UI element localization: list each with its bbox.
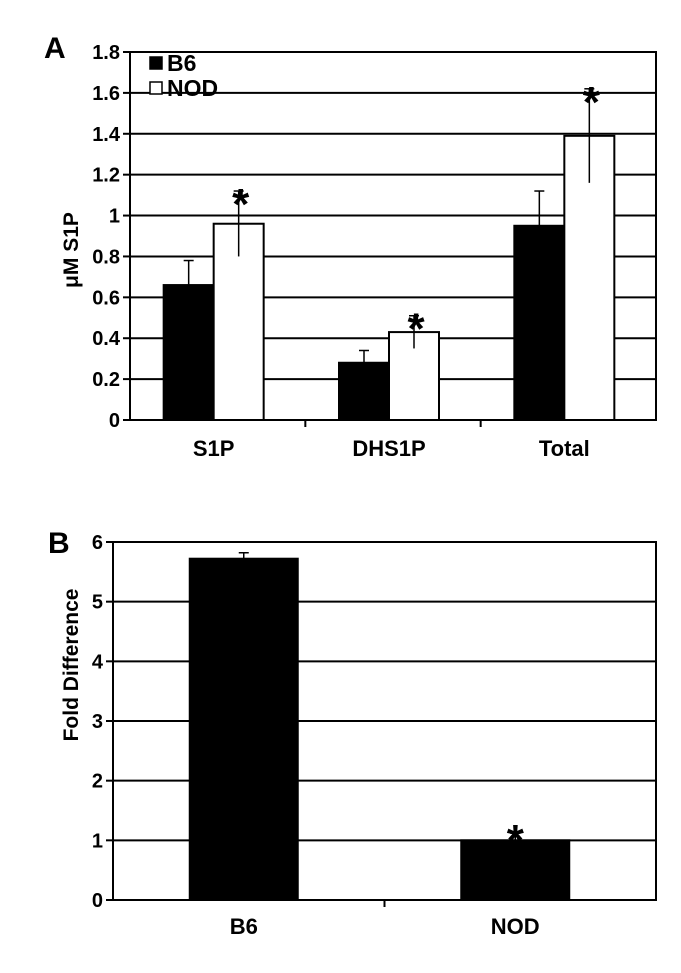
panel-b-y-tick-label: 1 xyxy=(92,830,103,852)
panel-b-significance-star: * xyxy=(507,816,525,865)
panel-b-y-tick-label: 3 xyxy=(92,711,103,733)
panel-a-y-tick-label: 1.6 xyxy=(92,83,120,105)
panel-a-y-tick-label: 0.2 xyxy=(92,369,120,391)
panel-a-y-tick-label: 1.8 xyxy=(92,42,120,64)
panel-a-y-tick-label: 1 xyxy=(109,206,120,228)
legend-swatch-b6 xyxy=(149,56,163,70)
panel-b-letter: B xyxy=(48,527,70,560)
panel-a-letter: A xyxy=(44,32,66,65)
legend-label-nod: NOD xyxy=(167,75,218,101)
panel-a-significance-star: * xyxy=(407,305,425,354)
panel-a-category-label: S1P xyxy=(193,436,235,461)
panel-b-chart: B * 0 1 2 3 4 5 6 B6 NOD Fold Difference xyxy=(48,527,657,939)
panel-a-bar-nod-total xyxy=(563,134,616,421)
panel-a-significance-star: * xyxy=(232,180,250,229)
panel-a-y-tick-label: 0.4 xyxy=(92,328,121,350)
panel-b-y-tick-label: 6 xyxy=(92,532,103,554)
legend-swatch-nod xyxy=(149,81,163,95)
panel-b-bar-b6 xyxy=(188,557,299,901)
panel-b-category-label: B6 xyxy=(230,914,258,939)
panel-a-y-tick-label: 1.4 xyxy=(92,124,121,146)
panel-a-y-tick-label: 1.2 xyxy=(92,165,120,187)
panel-b-y-tick-label: 5 xyxy=(92,592,103,614)
panel-a-y-tick-label: 0 xyxy=(109,410,120,432)
panel-a-y-tick-label: 0.6 xyxy=(92,287,120,309)
panel-a-plot-frame xyxy=(129,51,657,421)
panel-b-y-axis-title: Fold Difference xyxy=(60,589,83,742)
panel-b-category-label: NOD xyxy=(491,914,540,939)
panel-a-y-axis-title: μM S1P xyxy=(60,212,83,288)
panel-a-chart: A * * * 0 0.2 0.4 0.6 0.8 1 1.2 1.4 1.6 1.8 S1P DHS1P… xyxy=(44,32,657,461)
panel-b-y-tick-label: 4 xyxy=(92,651,104,673)
panel-a-significance-star: * xyxy=(583,78,601,127)
legend-label-b6: B6 xyxy=(167,50,196,76)
panel-a-category-label: DHS1P xyxy=(352,436,425,461)
panel-a-category-label: Total xyxy=(539,436,590,461)
panel-b-y-tick-label: 0 xyxy=(92,890,103,912)
panel-b-y-tick-label: 2 xyxy=(92,771,103,793)
panel-a-y-tick-label: 0.8 xyxy=(92,246,120,268)
